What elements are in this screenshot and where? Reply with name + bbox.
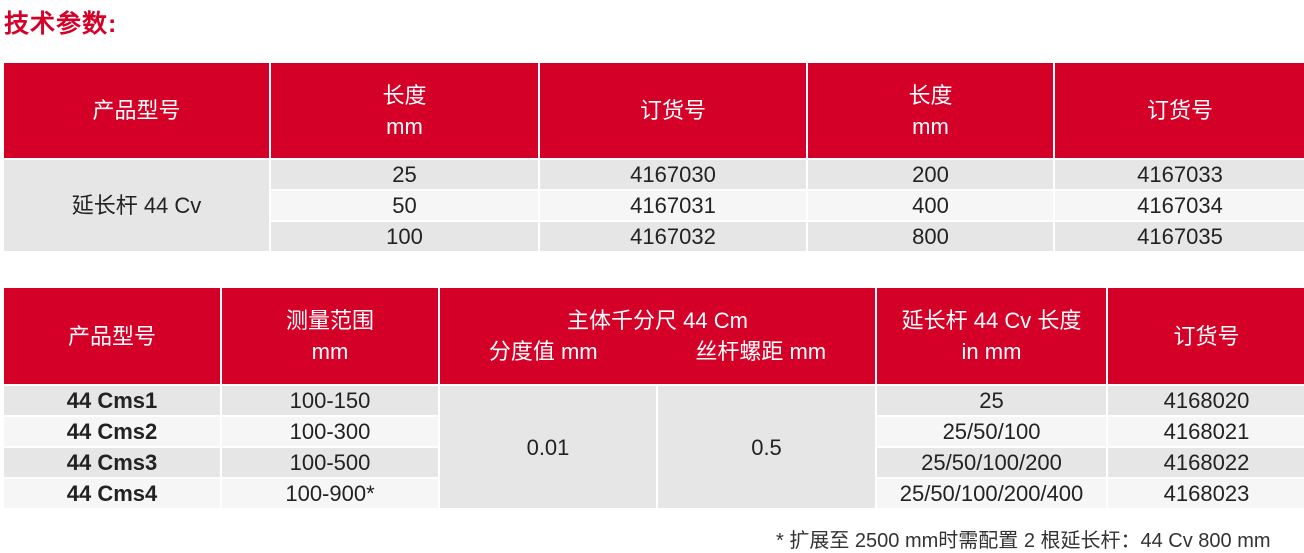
cell-ext: 25/50/100/200/400	[875, 477, 1108, 510]
header-extension: 延长杆 44 Cv 长度 in mm	[875, 286, 1108, 386]
table-row: 44 Cms1 100-150 0.01 0.5 25 4168020	[2, 384, 1304, 510]
cell: 4167030	[538, 158, 808, 191]
cell-order: 4168023	[1106, 477, 1304, 510]
cell: 200	[806, 158, 1055, 191]
cell-model: 44 Cms2	[2, 415, 222, 448]
cell: 25	[269, 158, 540, 191]
cell-order: 4168022	[1106, 446, 1304, 479]
cell-model: 44 Cms3	[2, 446, 222, 479]
cell-pitch: 0.5	[656, 384, 877, 510]
table-row: 50 4167031 400 4167034	[3, 189, 1304, 222]
cell: 4167034	[1053, 189, 1304, 222]
footnote: * 扩展至 2500 mm时需配置 2 根延长杆：44 Cv 800 mm	[776, 530, 1271, 552]
cell-order: 4168020	[1106, 384, 1304, 417]
extension-rod-table: 产品型号 长度 mm 订货号 长度 mm 订货号 延长杆 44 Cv 25 41670…	[2, 61, 1304, 253]
header-order: 订货号	[538, 61, 808, 160]
cell: 4167033	[1053, 158, 1304, 191]
header-length: 长度 mm	[269, 61, 540, 160]
header-model: 产品型号	[2, 286, 222, 386]
table-row: 延长杆 44 Cv 25 4167030 200 4167033	[2, 158, 1304, 253]
cell: 4167031	[538, 189, 808, 222]
header-main-micrometer: 主体千分尺 44 Cm 分度值 mm 丝杆螺距 mm	[438, 286, 877, 386]
cell-model: 44 Cms1	[2, 384, 222, 417]
product-name: 延长杆 44 Cv	[2, 158, 271, 253]
header-order: 订货号	[1106, 286, 1304, 386]
cell: 800	[806, 220, 1055, 253]
cell-model: 44 Cms4	[2, 477, 222, 510]
micrometer-set-table: 产品型号 测量范围 mm 主体千分尺 44 Cm 分度值 mm 丝杆螺距 mm 延长杆…	[2, 286, 1304, 510]
cell-ext: 25	[875, 384, 1108, 417]
cell: 50	[269, 189, 540, 222]
header-length-2: 长度 mm	[806, 61, 1055, 160]
cell: 400	[806, 189, 1055, 222]
cell: 4167032	[538, 220, 808, 253]
section-title: 技术参数:	[4, 10, 118, 38]
cell-range: 100-150	[220, 384, 440, 417]
cell-range: 100-300	[220, 415, 440, 448]
cell: 100	[269, 220, 540, 253]
cell-ext: 25/50/100	[875, 415, 1108, 448]
header-range: 测量范围 mm	[220, 286, 440, 386]
header-order-2: 订货号	[1053, 61, 1304, 160]
cell-range: 100-500	[220, 446, 440, 479]
cell-range: 100-900*	[220, 477, 440, 510]
cell-order: 4168021	[1106, 415, 1304, 448]
cell: 4167035	[1053, 220, 1304, 253]
cell-ext: 25/50/100/200	[875, 446, 1108, 479]
cell-division: 0.01	[438, 384, 658, 510]
header-model: 产品型号	[2, 61, 271, 160]
